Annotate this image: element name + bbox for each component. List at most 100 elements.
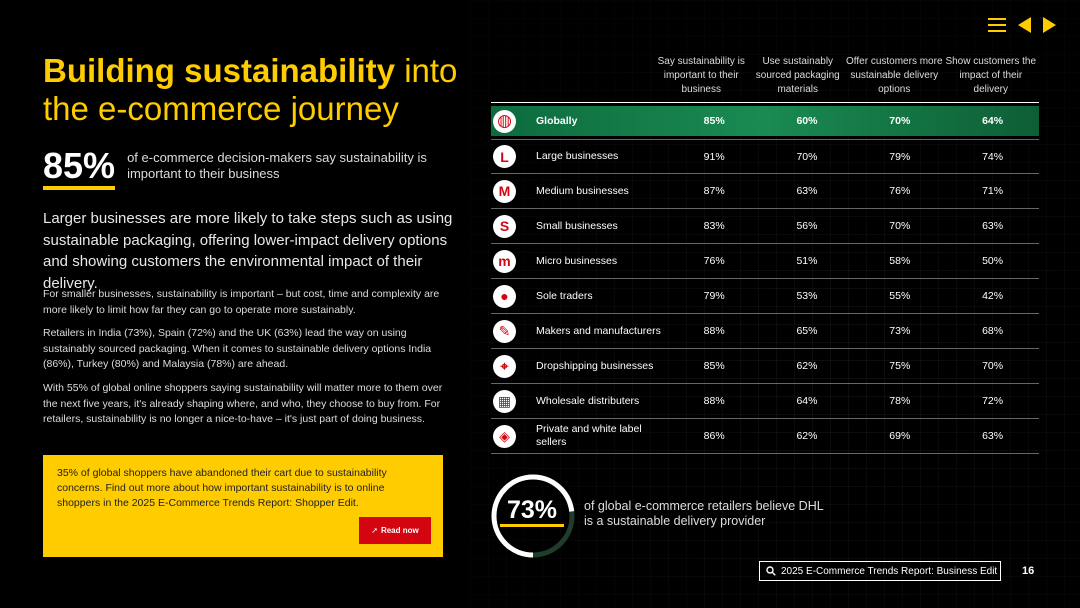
row-label: Micro businesses	[536, 254, 618, 267]
table-cell: 63%	[982, 430, 1004, 442]
table-cell: 91%	[703, 150, 725, 163]
row-label: Small businesses	[536, 219, 618, 232]
table-cell: 63%	[982, 220, 1004, 232]
table-cell: 76%	[889, 185, 911, 197]
table-row: ◈ Private and white label sellers 86% 62% 69…	[491, 419, 1039, 454]
row-label: Medium businesses	[536, 184, 629, 197]
globe-icon: ◍	[493, 109, 516, 133]
read-now-label: Read now	[380, 526, 419, 535]
progress-ring-fill	[491, 474, 575, 558]
large-business-icon: L	[493, 145, 516, 168]
table-cell: 70%	[982, 360, 1004, 372]
promo-box: 35% of global shoppers have abandoned th…	[43, 455, 443, 557]
row-label: Wholesale distributers	[536, 394, 640, 407]
cursor-icon: ➚	[371, 526, 378, 535]
progress-ring	[491, 474, 575, 558]
table-row: L Large businesses 91% 70% 79% 74%	[491, 139, 1039, 174]
location-pin-icon: ⌖	[493, 354, 516, 378]
table-cell: 75%	[889, 360, 911, 372]
table-cell: 73%	[889, 325, 911, 337]
table-cell: 62%	[796, 360, 818, 372]
table-cell: 78%	[889, 395, 911, 407]
column-header: Offer customers more sustainable deliver…	[846, 56, 943, 95]
table-body: ◍ Globally 85% 60% 70% 64% L Large businesses 91…	[491, 106, 1039, 454]
table-cell: 70%	[889, 115, 911, 127]
column-header: Show customers the impact of their deliv…	[945, 56, 1037, 95]
lead-paragraph: Larger businesses are more likely to tak…	[43, 210, 453, 292]
table-row: ▦ Wholesale distributers 88% 64% 78% 72%	[491, 384, 1039, 419]
table-cell: 64%	[982, 115, 1004, 127]
bottom-stat-value: 73%	[500, 496, 564, 527]
table-cell: 53%	[796, 290, 818, 302]
table-cell: 79%	[889, 150, 911, 163]
next-page-icon[interactable]	[1043, 17, 1056, 33]
person-icon: ●	[493, 284, 516, 308]
table-cell: 88%	[703, 395, 725, 407]
small-business-icon: S	[493, 214, 516, 238]
menu-icon[interactable]	[988, 18, 1006, 32]
top-navigation	[988, 17, 1056, 33]
column-header: Use sustainably sourced packaging materi…	[755, 56, 840, 95]
table-row: S Small businesses 83% 56% 70% 63%	[491, 209, 1039, 244]
table-row: ⌖ Dropshipping businesses 85% 62% 75% 70%	[491, 349, 1039, 384]
row-label: Makers and manufacturers	[536, 324, 661, 337]
table-row: m Micro businesses 76% 51% 58% 50%	[491, 244, 1039, 279]
promo-text: 35% of global shoppers have abandoned th…	[57, 467, 387, 509]
table-cell: 69%	[889, 430, 911, 442]
read-now-button[interactable]: ➚ Read now	[359, 517, 431, 544]
table-cell: 85%	[703, 115, 725, 127]
table-cell: 42%	[982, 290, 1004, 302]
body-paragraph: For smaller businesses, sustainability i…	[43, 288, 440, 316]
table-cell: 55%	[889, 290, 911, 302]
table-cell: 71%	[982, 185, 1004, 197]
table-header: Say sustainability is important to their…	[491, 55, 1039, 103]
table-row: ✎ Makers and manufacturers 88% 65% 73% 68%	[491, 314, 1039, 349]
table-row: ◍ Globally 85% 60% 70% 64%	[491, 106, 1039, 136]
column-header: Say sustainability is important to their…	[657, 56, 745, 95]
search-icon	[766, 566, 776, 576]
body-paragraph: With 55% of global online shoppers sayin…	[43, 382, 443, 425]
table-cell: 88%	[703, 325, 725, 337]
table-cell: 79%	[703, 290, 725, 302]
table-cell: 65%	[796, 325, 818, 337]
headline-stat: 85% of e-commerce decision-makers say su…	[43, 148, 427, 190]
micro-business-icon: m	[493, 249, 516, 273]
report-link[interactable]: 2025 E-Commerce Trends Report: Business …	[759, 561, 1001, 581]
table-cell: 64%	[796, 395, 818, 407]
row-label: Sole traders	[536, 289, 593, 302]
row-label: Large businesses	[536, 150, 619, 162]
table-cell: 86%	[703, 430, 725, 442]
medium-business-icon: M	[493, 179, 516, 203]
table-cell: 63%	[796, 185, 818, 197]
table-cell: 70%	[796, 150, 818, 163]
table-cell: 56%	[796, 220, 818, 232]
bottom-stat-text: of global e-commerce retailers believe D…	[584, 499, 824, 528]
table-cell: 83%	[703, 220, 725, 232]
table-cell: 87%	[703, 185, 725, 197]
table-row: M Medium businesses 87% 63% 76% 71%	[491, 174, 1039, 209]
page-number: 16	[1022, 565, 1035, 577]
headline-stat-text: of e-commerce decision-makers say sustai…	[127, 150, 427, 181]
tag-icon: ◈	[493, 424, 516, 448]
row-label: Private and white label sellers	[536, 423, 642, 448]
body-paragraph: Retailers in India (73%), Spain (72%) an…	[43, 327, 432, 370]
row-label: Dropshipping businesses	[536, 359, 654, 372]
tools-icon: ✎	[493, 319, 516, 343]
table-row: ● Sole traders 79% 53% 55% 42%	[491, 279, 1039, 314]
table-cell: 68%	[982, 325, 1004, 337]
table-cell: 51%	[796, 255, 818, 267]
table-cell: 74%	[982, 150, 1004, 163]
table-cell: 70%	[889, 220, 911, 232]
table-cell: 50%	[982, 255, 1004, 267]
row-label: Globally	[536, 114, 578, 127]
table-cell: 62%	[796, 430, 818, 442]
table-cell: 58%	[889, 255, 911, 267]
sustainability-table: Say sustainability is important to their…	[491, 55, 1039, 454]
page-title: Building sustainability into the e-commer…	[43, 52, 458, 127]
previous-page-icon[interactable]	[1018, 17, 1031, 33]
table-cell: 85%	[703, 360, 725, 372]
warehouse-icon: ▦	[493, 389, 516, 413]
table-cell: 60%	[796, 115, 818, 127]
table-cell: 76%	[703, 255, 725, 267]
report-link-label: 2025 E-Commerce Trends Report: Business …	[781, 565, 998, 577]
